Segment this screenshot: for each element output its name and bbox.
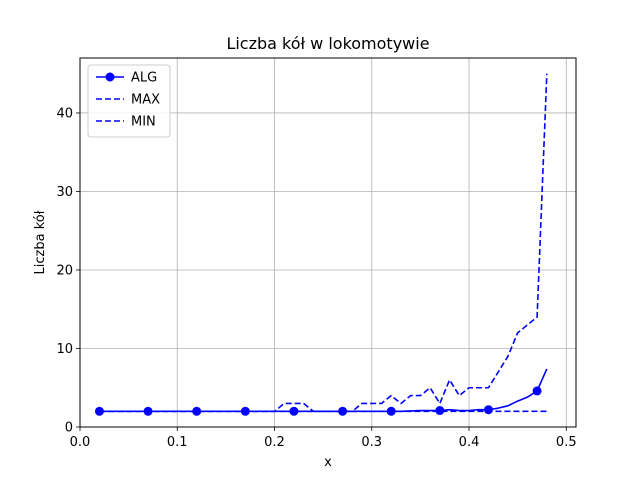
y-tick-label: 10 — [56, 342, 73, 357]
data-point-alg — [532, 386, 542, 396]
y-tick-label: 40 — [56, 106, 73, 121]
y-tick-label: 0 — [65, 421, 73, 436]
chart-title: Liczba kół w lokomotywie — [226, 34, 429, 53]
x-tick-label: 0.0 — [70, 435, 91, 450]
legend-label-alg: ALG — [131, 71, 157, 86]
x-tick-label: 0.4 — [459, 435, 480, 450]
legend-box — [87, 64, 171, 138]
data-point-alg — [483, 405, 493, 415]
x-tick-label: 0.2 — [264, 435, 285, 450]
series-layer — [94, 73, 548, 416]
y-axis-label: Liczba kół — [33, 210, 48, 274]
axis-ticks: 0.0 0.1 0.2 0.3 0.4 0.5 0 10 20 30 40 — [56, 106, 576, 450]
x-tick-label: 0.3 — [361, 435, 382, 450]
x-axis-label: x — [324, 455, 332, 470]
legend-label-max: MAX — [131, 93, 160, 108]
grid — [79, 58, 576, 428]
plot-frame — [79, 57, 577, 428]
x-tick-label: 0.5 — [556, 435, 577, 450]
legend: ALG MAX MIN — [87, 64, 171, 138]
y-tick-label: 20 — [56, 263, 73, 278]
legend-marker-alg — [105, 72, 115, 82]
legend-label-min: MIN — [131, 115, 156, 130]
data-point-alg — [435, 406, 445, 416]
x-tick-label: 0.1 — [167, 435, 188, 450]
y-tick-label: 30 — [56, 185, 73, 200]
data-point-alg — [192, 406, 202, 416]
